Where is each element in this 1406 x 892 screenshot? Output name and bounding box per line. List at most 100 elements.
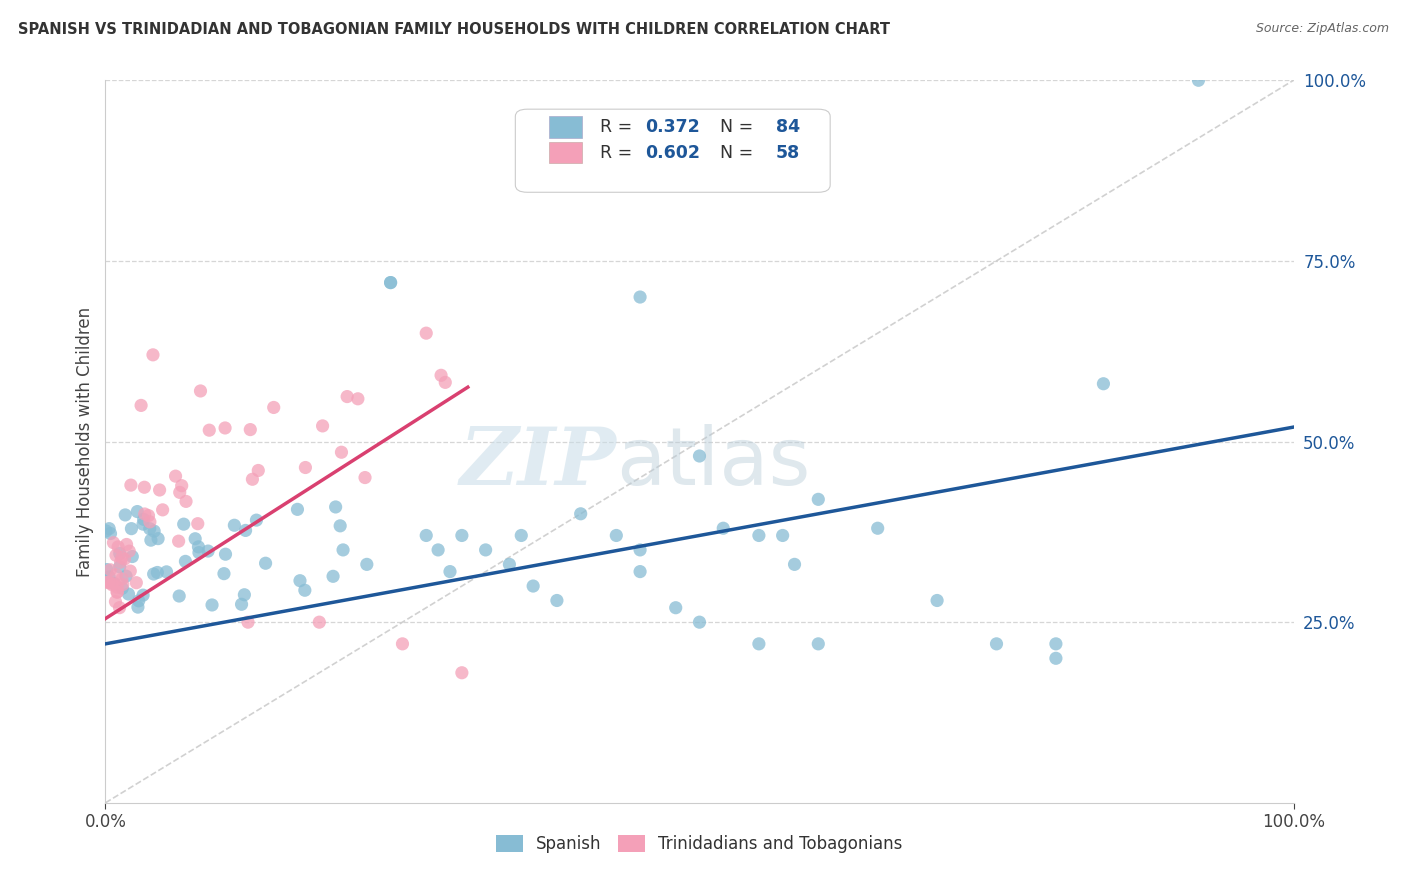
Point — [628, 290, 651, 304]
Point — [807, 637, 830, 651]
Point — [127, 600, 149, 615]
Point — [474, 542, 496, 557]
Point — [125, 575, 148, 590]
Point — [330, 445, 353, 459]
Point — [115, 537, 138, 551]
Point — [689, 449, 711, 463]
Point — [187, 516, 209, 531]
Point — [197, 544, 219, 558]
Point — [235, 524, 257, 538]
Text: 0.602: 0.602 — [645, 144, 700, 161]
Point — [288, 574, 311, 588]
Point — [104, 549, 127, 563]
Point — [139, 515, 162, 529]
Point — [108, 600, 131, 615]
Point — [120, 564, 142, 578]
Point — [170, 478, 193, 492]
Point — [142, 348, 165, 362]
Point — [263, 401, 285, 415]
Point — [149, 483, 172, 497]
Point — [986, 637, 1008, 651]
Point — [167, 589, 190, 603]
Point — [748, 528, 770, 542]
Point — [174, 554, 197, 568]
Point — [689, 615, 711, 630]
Point — [138, 522, 160, 536]
Point — [173, 517, 195, 532]
Point — [121, 549, 143, 564]
Point — [430, 368, 453, 383]
Point — [711, 521, 734, 535]
Point — [510, 528, 533, 542]
Point — [415, 326, 437, 340]
Point — [415, 528, 437, 542]
Text: SPANISH VS TRINIDADIAN AND TOBAGONIAN FAMILY HOUSEHOLDS WITH CHILDREN CORRELATIO: SPANISH VS TRINIDADIAN AND TOBAGONIAN FA… — [18, 22, 890, 37]
Point — [146, 566, 169, 580]
Text: 58: 58 — [776, 144, 800, 161]
Point — [322, 569, 344, 583]
Point — [212, 566, 235, 581]
Point — [439, 565, 461, 579]
Point — [167, 534, 190, 549]
Point — [100, 526, 122, 541]
Bar — [548, 116, 582, 138]
Point — [174, 494, 197, 508]
Point — [427, 542, 450, 557]
Point — [105, 585, 128, 599]
Point — [325, 500, 347, 514]
Point — [198, 423, 221, 437]
Point — [287, 502, 309, 516]
Point — [115, 569, 138, 583]
Point — [201, 598, 224, 612]
Point — [114, 552, 136, 566]
Point — [332, 542, 354, 557]
Point — [522, 579, 544, 593]
FancyBboxPatch shape — [516, 109, 830, 193]
Point — [1092, 376, 1115, 391]
Point — [128, 594, 150, 608]
Point — [772, 528, 794, 542]
Point — [94, 524, 117, 538]
Point — [347, 392, 370, 406]
Point — [236, 615, 259, 630]
Point — [111, 577, 134, 591]
Point — [114, 508, 136, 522]
Text: R =: R = — [600, 119, 637, 136]
Point — [605, 528, 627, 542]
Point — [190, 384, 212, 398]
Point — [254, 556, 277, 570]
Point — [132, 517, 155, 532]
Point — [105, 580, 128, 594]
Point — [111, 572, 134, 586]
Point — [111, 582, 134, 596]
Point — [103, 576, 125, 591]
Point — [184, 532, 207, 546]
Point — [356, 558, 378, 572]
Y-axis label: Family Households with Children: Family Households with Children — [76, 307, 94, 576]
Text: 84: 84 — [776, 119, 800, 136]
Point — [103, 535, 125, 549]
Point — [111, 550, 134, 565]
Text: Source: ZipAtlas.com: Source: ZipAtlas.com — [1256, 22, 1389, 36]
Text: N =: N = — [709, 144, 759, 161]
Point — [807, 492, 830, 507]
Point — [98, 522, 121, 536]
Text: ZIP: ZIP — [460, 425, 616, 502]
Point — [101, 577, 124, 591]
Point — [214, 421, 236, 435]
Point — [134, 507, 156, 521]
Point — [450, 528, 472, 542]
Point — [120, 478, 142, 492]
Point — [118, 544, 141, 558]
Point — [96, 563, 118, 577]
Point — [165, 469, 187, 483]
Point — [117, 587, 139, 601]
Bar — [548, 142, 582, 163]
Point — [1045, 651, 1067, 665]
Point — [98, 575, 121, 590]
Point — [336, 390, 359, 404]
Point — [101, 578, 124, 592]
Point — [169, 485, 191, 500]
Point — [187, 540, 209, 554]
Point — [96, 575, 118, 590]
